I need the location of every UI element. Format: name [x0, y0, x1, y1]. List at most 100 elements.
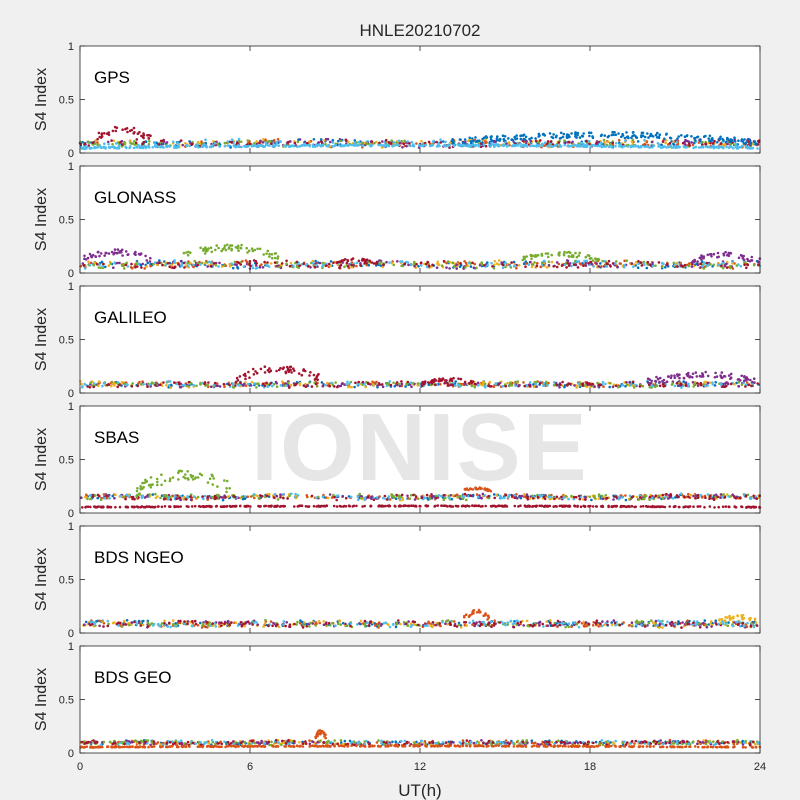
- data-point: [314, 382, 318, 386]
- data-point: [707, 137, 710, 140]
- data-point: [261, 144, 265, 148]
- data-point: [158, 259, 161, 262]
- data-point: [574, 251, 577, 255]
- data-point: [595, 505, 598, 508]
- data-point: [497, 144, 501, 148]
- data-point: [309, 266, 312, 269]
- data-point: [308, 381, 311, 384]
- data-point: [136, 487, 139, 490]
- data-point: [287, 140, 290, 144]
- data-point: [91, 141, 95, 145]
- data-point: [98, 619, 101, 623]
- data-point: [643, 135, 647, 139]
- data-point: [570, 255, 574, 258]
- data-point: [729, 252, 733, 255]
- data-point: [434, 383, 437, 387]
- data-point: [154, 492, 157, 496]
- data-point: [180, 469, 184, 473]
- data-point: [414, 504, 418, 508]
- data-point: [166, 262, 170, 265]
- data-point: [308, 144, 312, 148]
- data-point: [197, 146, 200, 149]
- data-point: [513, 504, 517, 508]
- data-point: [361, 505, 364, 508]
- data-point: [712, 252, 716, 256]
- data-point: [263, 365, 267, 369]
- data-point: [213, 141, 217, 145]
- data-point: [509, 381, 512, 384]
- data-point: [725, 266, 729, 269]
- data-point: [625, 383, 629, 386]
- data-point: [182, 251, 186, 255]
- data-point: [593, 385, 596, 388]
- data-point: [91, 495, 95, 498]
- data-point: [148, 260, 152, 263]
- data-point: [721, 261, 725, 265]
- data-point: [684, 143, 687, 146]
- data-point: [301, 143, 305, 147]
- data-point: [165, 383, 168, 387]
- data-point: [527, 263, 531, 267]
- data-point: [713, 139, 716, 143]
- data-point: [749, 506, 753, 509]
- data-point: [707, 141, 710, 145]
- data-point: [656, 131, 659, 135]
- data-point: [507, 137, 510, 140]
- data-point: [140, 382, 143, 386]
- data-point: [148, 493, 151, 496]
- data-point: [196, 495, 200, 499]
- data-point: [244, 259, 248, 262]
- data-point: [604, 494, 607, 497]
- data-point: [209, 385, 213, 389]
- data-point: [135, 138, 139, 141]
- data-point: [570, 625, 573, 628]
- data-point: [661, 497, 665, 500]
- data-point: [248, 263, 251, 267]
- y-tick-label: 0: [68, 388, 74, 400]
- data-point: [480, 263, 484, 266]
- data-point: [481, 137, 484, 141]
- data-point: [302, 368, 306, 371]
- data-point: [545, 266, 549, 269]
- data-point: [740, 144, 744, 148]
- data-point: [88, 146, 91, 149]
- data-point: [279, 504, 283, 508]
- data-point: [601, 380, 605, 384]
- data-point: [179, 505, 182, 508]
- data-point: [119, 141, 122, 144]
- data-point: [361, 380, 365, 384]
- data-point: [147, 144, 150, 148]
- data-point: [497, 139, 501, 142]
- data-point: [606, 135, 610, 139]
- data-point: [328, 140, 332, 144]
- data-point: [663, 137, 666, 141]
- data-point: [543, 497, 547, 501]
- data-point: [665, 146, 668, 149]
- data-point: [124, 383, 128, 387]
- data-point: [177, 263, 180, 266]
- data-point: [436, 504, 440, 507]
- data-point: [339, 384, 343, 388]
- data-point: [444, 140, 447, 144]
- data-point: [86, 256, 90, 260]
- data-point: [607, 259, 611, 263]
- data-point: [269, 505, 273, 508]
- data-point: [215, 504, 218, 508]
- data-point: [490, 261, 493, 265]
- data-point: [673, 263, 677, 266]
- data-point: [285, 365, 289, 369]
- data-point: [266, 249, 270, 253]
- data-point: [206, 265, 209, 268]
- data-point: [347, 385, 350, 389]
- data-point: [732, 147, 735, 150]
- data-point: [168, 479, 172, 483]
- data-point: [347, 504, 351, 508]
- data-point: [742, 258, 746, 262]
- data-point: [416, 497, 420, 501]
- data-point: [603, 259, 606, 263]
- data-point: [695, 375, 699, 378]
- data-point: [471, 137, 474, 140]
- data-point: [257, 496, 261, 500]
- data-point: [214, 248, 217, 252]
- data-point: [749, 497, 753, 501]
